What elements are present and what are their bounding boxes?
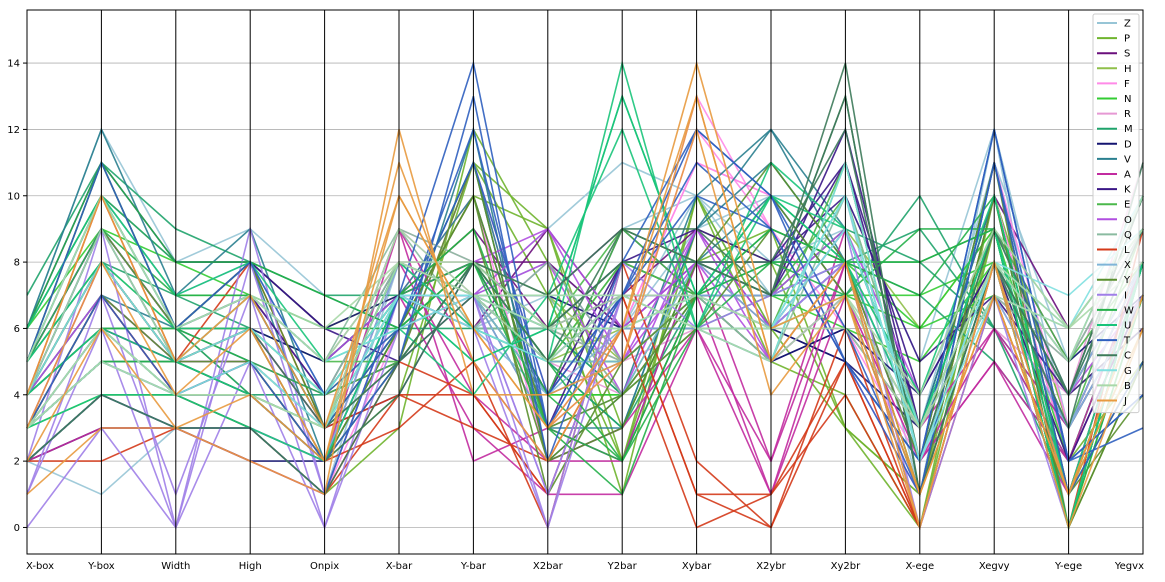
legend-label: E bbox=[1124, 200, 1130, 211]
dimension-label: X-box bbox=[26, 561, 54, 572]
dimension-label: Xy2br bbox=[831, 561, 861, 572]
legend-label: U bbox=[1124, 321, 1131, 332]
legend-label: K bbox=[1124, 185, 1131, 196]
legend-label: N bbox=[1124, 94, 1131, 105]
y-tick-label: 4 bbox=[14, 390, 20, 401]
legend-label: J bbox=[1123, 396, 1127, 407]
legend-label: L bbox=[1124, 245, 1130, 256]
legend-label: A bbox=[1124, 170, 1131, 181]
dimension-label: X-ege bbox=[905, 561, 934, 572]
dimension-label: X2bar bbox=[533, 561, 564, 572]
legend-label: B bbox=[1124, 381, 1131, 392]
plot-border bbox=[26, 9, 1144, 555]
y-tick-label: 6 bbox=[14, 324, 20, 335]
dimension-label: Width bbox=[161, 561, 190, 572]
dimension-label: Xegvy bbox=[979, 561, 1010, 572]
dimension-labels: X-box Y-box Width High Onpix X-bar Y-bar X2bar Y… bbox=[26, 561, 1144, 572]
legend-label: R bbox=[1124, 109, 1131, 120]
legend-label: F bbox=[1124, 79, 1130, 90]
legend-label: S bbox=[1124, 49, 1130, 60]
plot-frame bbox=[26, 9, 1144, 555]
y-tick-label: 0 bbox=[14, 523, 20, 534]
legend-label: Z bbox=[1124, 19, 1131, 30]
dimension-label: Onpix bbox=[310, 561, 339, 572]
legend-label: M bbox=[1124, 124, 1133, 135]
series-line-b bbox=[26, 194, 1144, 397]
dimension-label: Y-box bbox=[87, 561, 115, 572]
legend-label: X bbox=[1124, 260, 1131, 271]
y-tick-label: 10 bbox=[7, 191, 20, 202]
legend-label: C bbox=[1124, 351, 1131, 362]
dimension-label: X2ybr bbox=[756, 561, 786, 572]
series-lines bbox=[26, 59, 1144, 531]
legend-label: G bbox=[1124, 366, 1132, 377]
series-line-w bbox=[26, 161, 1144, 531]
dimension-label: Y-bar bbox=[460, 561, 487, 572]
legend-label: T bbox=[1123, 336, 1131, 347]
legend-label: I bbox=[1124, 290, 1127, 301]
legend-label: H bbox=[1124, 64, 1132, 75]
legend-box bbox=[1092, 13, 1140, 414]
legend-label: Q bbox=[1124, 230, 1132, 241]
dimension-label: X-bar bbox=[386, 561, 413, 572]
series-line-t bbox=[26, 129, 1144, 463]
dimension-label: High bbox=[239, 561, 262, 572]
legend-label: D bbox=[1124, 139, 1132, 150]
dimension-label: Yegvx bbox=[1114, 561, 1144, 572]
y-tick-label: 14 bbox=[7, 59, 20, 70]
legend-label: O bbox=[1124, 215, 1132, 226]
y-tick-label: 12 bbox=[7, 125, 20, 136]
legend-label: W bbox=[1124, 305, 1134, 316]
legend-label: Y bbox=[1123, 275, 1131, 286]
dimension-label: Y-ege bbox=[1054, 561, 1082, 572]
dimension-label: Y2bar bbox=[607, 561, 638, 572]
legend-label: P bbox=[1124, 34, 1130, 45]
series-line-b bbox=[26, 228, 1144, 430]
series-line-j bbox=[26, 93, 1144, 497]
y-tick-label: 2 bbox=[14, 457, 20, 468]
y-tick-labels: 0 2 4 6 8 10 12 14 bbox=[7, 59, 27, 534]
y-tick-label: 8 bbox=[14, 258, 20, 269]
dimension-label: Xybar bbox=[682, 561, 712, 572]
legend-label: V bbox=[1124, 154, 1131, 165]
